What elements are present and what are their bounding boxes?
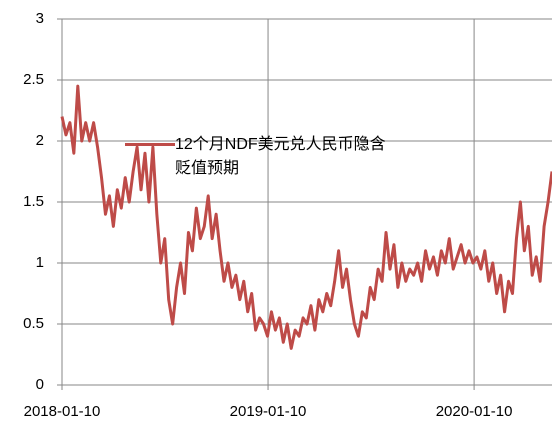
line-series	[60, 84, 552, 350]
x-tick-label: 2018-01-10	[24, 403, 101, 420]
x-tick-label: 2019-01-10	[230, 403, 307, 420]
legend: 12个月NDF美元兑人民币隐含贬值预期	[125, 133, 390, 181]
x-tick-label: 2020-01-10	[436, 403, 513, 420]
y-tick-label: 1	[36, 254, 44, 271]
y-tick-label: 0.5	[23, 315, 44, 332]
y-tick-label: 2.5	[23, 71, 44, 88]
y-tick-label: 1.5	[23, 193, 44, 210]
y-tick-label: 2	[36, 132, 44, 149]
y-tick-label: 3	[36, 10, 44, 27]
y-tick-label: 0	[36, 376, 44, 393]
legend-label: 12个月NDF美元兑人民币隐含贬值预期	[175, 136, 386, 177]
legend-key	[125, 143, 175, 146]
